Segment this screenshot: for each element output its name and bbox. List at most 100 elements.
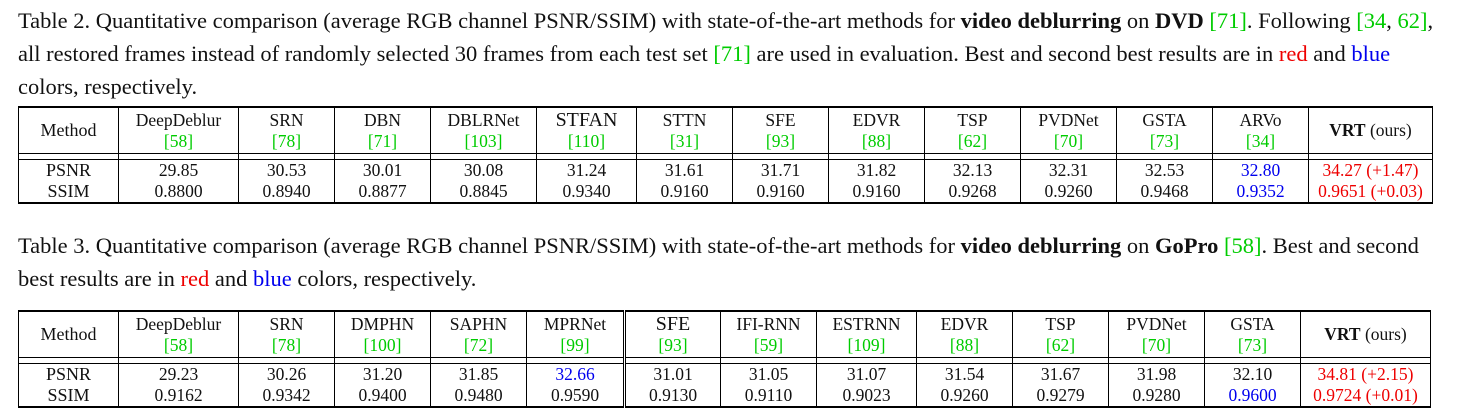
citation-link[interactable]: [70]: [1053, 130, 1084, 151]
method-name: DeepDeblur: [135, 109, 222, 130]
method-name: SFE: [655, 312, 691, 335]
citation-link[interactable]: [88]: [949, 334, 980, 355]
citation-link[interactable]: [73]: [1149, 130, 1180, 151]
citation-link[interactable]: [110]: [567, 130, 606, 151]
citation-link[interactable]: [93]: [765, 130, 796, 151]
caption-bold-dataset: GoPro: [1155, 233, 1219, 258]
citation-link[interactable]: [34: [1356, 8, 1387, 33]
method-cell: DeepDeblur [58]: [118, 106, 239, 154]
ssim-value: 0.9130: [624, 385, 721, 408]
caption-text: on: [1121, 233, 1155, 258]
ssim-value: 0.8800: [118, 181, 239, 204]
method-name: TSP: [1045, 313, 1076, 334]
ssim-value-second: 0.9600: [1204, 385, 1301, 408]
method-name: DBLRNet: [447, 109, 520, 130]
table2-label: Table 2.: [18, 8, 91, 33]
method-name: PVDNet: [1038, 109, 1099, 130]
table3-gap-row: [18, 357, 1431, 364]
citation-link[interactable]: [99]: [560, 334, 590, 355]
method-name: SFE: [765, 109, 796, 130]
psnr-value: 32.31: [1020, 159, 1117, 181]
psnr-value: 29.85: [118, 159, 239, 181]
method-name: MPRNet: [543, 313, 607, 334]
psnr-value: 31.71: [732, 159, 829, 181]
method-cell: SFE [93]: [732, 106, 829, 154]
method-name: DBN: [364, 109, 401, 130]
psnr-value: 31.07: [816, 363, 917, 385]
psnr-value: 31.85: [430, 363, 527, 385]
caption-bold-task: video deblurring: [960, 233, 1122, 258]
citation-link[interactable]: [34]: [1245, 130, 1276, 151]
citation-link[interactable]: [72]: [463, 334, 494, 355]
caption-text: colors, respectively.: [291, 266, 477, 291]
citation-link[interactable]: [103]: [464, 130, 503, 151]
method-name: SRN: [269, 109, 304, 130]
ssim-value: 0.8877: [334, 181, 431, 204]
citation-link[interactable]: [58]: [163, 334, 194, 355]
method-cell: EDVR [88]: [828, 106, 925, 154]
psnr-value: 31.61: [636, 159, 733, 181]
table2: Method DeepDeblur [58] SRN [78] DBN [71] DB…: [18, 106, 1433, 204]
citation-link[interactable]: [73]: [1237, 334, 1268, 355]
method-cell: SRN [78]: [238, 310, 335, 358]
psnr-value: 30.01: [334, 159, 431, 181]
method-name: GSTA: [1142, 109, 1187, 130]
table2-caption: Table 2. Quantitative comparison (averag…: [18, 4, 1446, 103]
method-name: TSP: [957, 109, 988, 130]
method-name: GSTA: [1230, 313, 1275, 334]
caption-text: are used in evaluation. Best and second …: [750, 41, 1279, 66]
table3-psnr-row: PSNR 29.23 30.26 31.20 31.85 32.66 31.01…: [18, 363, 1431, 385]
citation-link[interactable]: [71]: [1209, 8, 1247, 33]
method-cell: TSP [62]: [924, 106, 1021, 154]
psnr-value-best: 34.81 (+2.15): [1300, 363, 1431, 385]
citation-link[interactable]: [58]: [1223, 233, 1262, 258]
psnr-value: 31.01: [624, 363, 721, 385]
method-cell: ESTRNN [109]: [816, 310, 917, 358]
method-cell: EDVR [88]: [916, 310, 1013, 358]
citation-link[interactable]: [88]: [861, 130, 892, 151]
citation-link[interactable]: [71]: [713, 41, 751, 66]
ssim-value: 0.9160: [828, 181, 925, 204]
row-label-ssim: SSIM: [18, 181, 119, 204]
ssim-value-best: 0.9651 (+0.03): [1308, 181, 1433, 204]
method-name: SRN: [269, 313, 304, 334]
citation-link[interactable]: 62]: [1397, 8, 1428, 33]
method-header: Method: [18, 310, 119, 358]
psnr-value: 30.53: [238, 159, 335, 181]
citation-link[interactable]: [62]: [1045, 334, 1076, 355]
method-cell: SAPHN [72]: [430, 310, 527, 358]
citation-link[interactable]: [109]: [847, 334, 886, 355]
citation-link[interactable]: [71]: [367, 130, 398, 151]
table2-psnr-row: PSNR 29.85 30.53 30.01 30.08 31.24 31.61…: [18, 159, 1433, 181]
citation-link[interactable]: [31]: [669, 130, 700, 151]
caption-text: and: [1307, 41, 1352, 66]
ssim-value: 0.9260: [1020, 181, 1117, 204]
citation-link[interactable]: [78]: [271, 130, 302, 151]
citation-link[interactable]: [78]: [271, 334, 302, 355]
table3: Method DeepDeblur [58] SRN [78] DMPHN [100]…: [18, 310, 1431, 408]
ssim-value: 0.9260: [916, 385, 1013, 408]
table2-header-row: Method DeepDeblur [58] SRN [78] DBN [71] DB…: [18, 106, 1433, 154]
method-cell: DeepDeblur [58]: [118, 310, 239, 358]
caption-blue-word: blue: [252, 266, 292, 291]
citation-link[interactable]: [59]: [753, 334, 784, 355]
method-cell: GSTA [73]: [1116, 106, 1213, 154]
ssim-value: 0.9279: [1012, 385, 1109, 408]
method-name: IFI-RNN: [736, 313, 801, 334]
ssim-value: 0.9160: [636, 181, 733, 204]
ssim-value: 0.9480: [430, 385, 527, 408]
citation-link[interactable]: [70]: [1141, 334, 1172, 355]
citation-link[interactable]: [93]: [658, 334, 688, 355]
ssim-value: 0.9160: [732, 181, 829, 204]
citation-link[interactable]: [100]: [363, 334, 402, 355]
vrt-header: VRT (ours): [1308, 106, 1433, 154]
psnr-value-second: 32.80: [1212, 159, 1309, 181]
psnr-value: 31.67: [1012, 363, 1109, 385]
ssim-value: 0.9342: [238, 385, 335, 408]
vrt-suffix: (ours): [1365, 120, 1412, 140]
psnr-value: 32.13: [924, 159, 1021, 181]
citation-link[interactable]: [62]: [957, 130, 988, 151]
psnr-value: 31.20: [334, 363, 431, 385]
ssim-value: 0.9400: [334, 385, 431, 408]
citation-link[interactable]: [58]: [163, 130, 194, 151]
